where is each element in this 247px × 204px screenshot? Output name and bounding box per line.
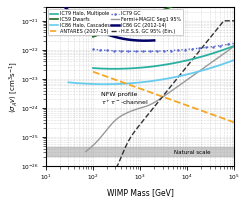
Text: Natural scale: Natural scale — [174, 150, 210, 155]
X-axis label: WIMP Mass [GeV]: WIMP Mass [GeV] — [107, 188, 173, 197]
Bar — [46, 147, 234, 156]
Text: NFW profile
$\tau^+\tau^-$-channel: NFW profile $\tau^+\tau^-$-channel — [101, 92, 148, 107]
Y-axis label: $\langle\sigma_A v\rangle$ [cm$^3$s$^{-1}$]: $\langle\sigma_A v\rangle$ [cm$^3$s$^{-1… — [7, 61, 20, 113]
Legend: IC79 Halo, Multipole, IC59 Dwarfs, IC86 Halo, Cascades, ANTARES (2007-15), IC79 : IC79 Halo, Multipole, IC59 Dwarfs, IC86 … — [48, 9, 183, 35]
